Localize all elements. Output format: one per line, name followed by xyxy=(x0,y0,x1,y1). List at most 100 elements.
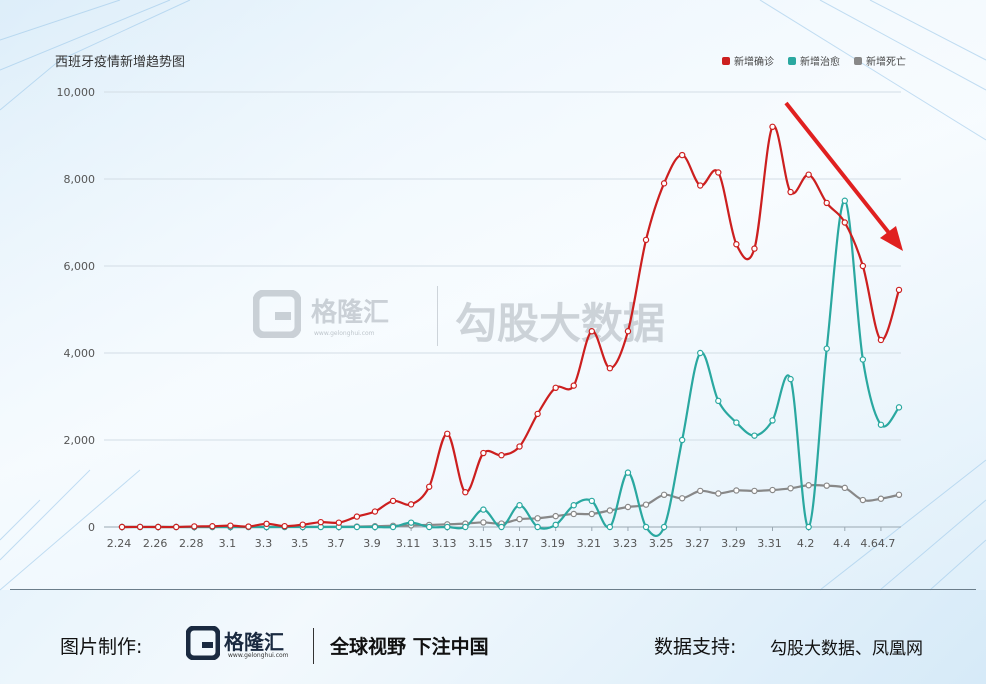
data-point-deaths xyxy=(733,487,740,494)
data-point-recovered xyxy=(606,523,614,531)
x-tick-label: 4.64.7 xyxy=(860,537,895,550)
data-point-deaths xyxy=(895,491,903,499)
data-point-confirmed xyxy=(227,522,234,529)
y-tick-label: 0 xyxy=(88,521,95,534)
y-tick-label: 4,000 xyxy=(64,347,96,360)
data-point-recovered xyxy=(769,417,776,424)
x-tick-label: 3.3 xyxy=(255,537,273,550)
data-point-confirmed xyxy=(209,523,216,530)
data-point-confirmed xyxy=(895,286,903,294)
x-tick-label: 3.25 xyxy=(649,537,674,550)
data-point-recovered xyxy=(733,419,740,426)
data-point-deaths xyxy=(769,486,776,494)
data-point-recovered xyxy=(895,404,903,411)
x-tick-label: 3.21 xyxy=(577,537,602,550)
data-point-confirmed xyxy=(245,523,252,530)
y-tick-label: 6,000 xyxy=(64,260,96,273)
data-point-confirmed xyxy=(389,497,397,505)
data-point-deaths xyxy=(823,482,830,489)
data-point-confirmed xyxy=(642,236,650,244)
legend-swatch-confirmed xyxy=(722,56,730,65)
data-point-confirmed xyxy=(678,151,686,159)
legend-item-recovered[interactable]: 新增治愈 xyxy=(788,53,840,68)
data-support-value: 勾股大数据、凤凰网 xyxy=(770,639,923,659)
data-point-confirmed xyxy=(335,519,343,526)
data-point-confirmed xyxy=(841,219,848,226)
data-point-deaths xyxy=(624,503,632,511)
data-point-deaths xyxy=(805,482,812,489)
data-point-recovered xyxy=(697,349,704,357)
x-tick-label: 3.31 xyxy=(757,537,782,550)
data-point-confirmed xyxy=(299,521,306,528)
data-point-confirmed xyxy=(498,452,505,459)
legend-item-deaths[interactable]: 新增死亡 xyxy=(854,53,906,68)
legend-item-confirmed[interactable]: 新增确诊 xyxy=(722,53,774,68)
gelonghui-logo-icon xyxy=(186,626,220,660)
x-tick-label: 3.17 xyxy=(504,537,529,550)
data-point-deaths xyxy=(715,490,722,497)
data-point-deaths xyxy=(859,496,867,504)
data-point-confirmed xyxy=(751,245,758,252)
logo-url: www.gelonghui.com xyxy=(228,652,289,659)
data-point-recovered xyxy=(516,502,523,509)
data-point-confirmed xyxy=(877,336,885,344)
chart-plot-area: 0 2,000 4,000 6,000 8,000 10,000 2.24 2.26 2.28 3… xyxy=(57,86,903,550)
data-point-deaths xyxy=(751,487,758,495)
x-tick-label: 3.7 xyxy=(327,537,345,550)
data-point-deaths xyxy=(841,484,848,492)
data-point-recovered xyxy=(444,523,451,531)
data-point-recovered xyxy=(642,523,650,531)
data-point-confirmed xyxy=(697,182,704,189)
series-line-deaths xyxy=(122,483,900,529)
data-point-confirmed xyxy=(191,523,198,530)
data-point-deaths xyxy=(877,495,885,502)
data-point-confirmed xyxy=(606,365,614,372)
x-tick-label: 3.23 xyxy=(613,537,638,550)
data-point-confirmed xyxy=(263,520,270,528)
data-point-confirmed xyxy=(769,123,776,131)
data-point-confirmed xyxy=(407,501,415,508)
data-point-recovered xyxy=(552,521,559,529)
data-point-confirmed xyxy=(118,523,126,531)
data-point-confirmed xyxy=(281,522,288,530)
footer-separator xyxy=(313,628,314,664)
slogan: 全球视野 下注中国 xyxy=(330,636,489,658)
x-tick-label: 4.4 xyxy=(833,537,851,550)
data-point-deaths xyxy=(697,487,704,495)
watermark-divider xyxy=(437,286,438,346)
x-tick-label: 2.28 xyxy=(179,537,204,550)
x-tick-label: 2.26 xyxy=(143,537,168,550)
chart-card xyxy=(0,0,986,590)
x-tick-label: 3.15 xyxy=(468,537,493,550)
data-point-recovered xyxy=(715,397,722,405)
data-point-deaths xyxy=(660,491,668,499)
data-point-recovered xyxy=(480,506,487,513)
data-point-recovered xyxy=(805,523,812,531)
chart-title: 西班牙疫情新增趋势图 xyxy=(55,55,186,70)
data-point-deaths xyxy=(588,510,596,518)
x-tick-label: 3.27 xyxy=(685,537,710,550)
data-point-confirmed xyxy=(371,508,379,515)
footer-divider xyxy=(10,589,976,590)
trend-arrow-icon xyxy=(784,101,895,240)
data-point-recovered xyxy=(534,523,541,531)
credit-label: 图片制作: xyxy=(60,636,143,658)
data-point-confirmed xyxy=(317,518,324,526)
y-tick-label: 8,000 xyxy=(64,173,96,186)
watermark-logo-icon xyxy=(253,290,301,338)
data-point-deaths xyxy=(787,485,794,492)
logo-text: 格隆汇 xyxy=(224,630,284,654)
data-point-recovered xyxy=(841,197,848,204)
watermark-brand: 格隆汇 xyxy=(311,298,390,328)
x-tick-label: 3.19 xyxy=(540,537,565,550)
legend-label-deaths: 新增死亡 xyxy=(866,57,906,68)
data-point-confirmed xyxy=(588,328,596,335)
data-point-confirmed xyxy=(660,180,668,187)
data-point-recovered xyxy=(859,356,867,363)
data-point-deaths xyxy=(678,495,686,502)
series-line-recovered xyxy=(122,199,900,537)
x-tick-label: 3.11 xyxy=(396,537,421,550)
data-point-deaths xyxy=(516,515,523,523)
data-support-label: 数据支持: xyxy=(654,636,737,658)
data-point-confirmed xyxy=(516,443,523,450)
